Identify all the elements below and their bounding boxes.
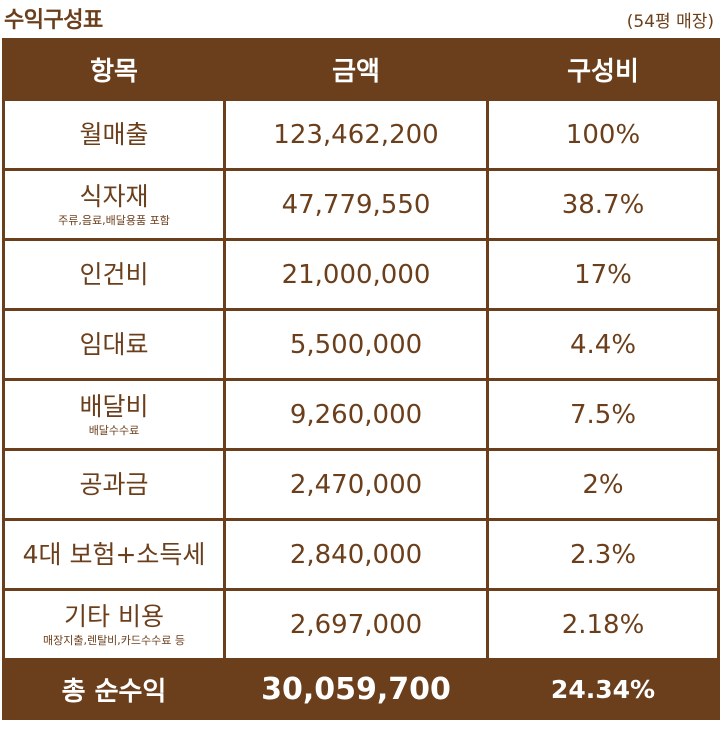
item-label: 월매출 (79, 119, 149, 149)
amount-cell: 47,779,550 (223, 168, 489, 241)
item-cell: 공과금 (2, 448, 226, 521)
item-note: 주류,음료,배달용품 포함 (58, 214, 170, 227)
ratio-cell: 100% (486, 98, 720, 171)
total-label: 총 순수익 (2, 658, 226, 720)
title-bar: 수익구성표 (54평 매장) (0, 0, 722, 36)
ratio-cell: 7.5% (486, 378, 720, 451)
page-title: 수익구성표 (4, 8, 103, 33)
table-row: 임대료 5,500,000 4.4% (2, 308, 720, 381)
ratio-cell: 4.4% (486, 308, 720, 381)
amount-cell: 9,260,000 (223, 378, 489, 451)
item-label: 공과금 (79, 469, 149, 499)
item-cell: 월매출 (2, 98, 226, 171)
item-label: 임대료 (79, 329, 149, 359)
ratio-cell: 17% (486, 238, 720, 311)
amount-cell: 21,000,000 (223, 238, 489, 311)
amount-cell: 123,462,200 (223, 98, 489, 171)
item-note: 배달수수료 (88, 424, 140, 437)
table-row: 4대 보험+소득세 2,840,000 2.3% (2, 518, 720, 591)
item-cell: 임대료 (2, 308, 226, 381)
ratio-cell: 2.18% (486, 588, 720, 661)
amount-cell: 2,697,000 (223, 588, 489, 661)
item-note: 매장지출,렌탈비,카드수수료 등 (42, 634, 186, 647)
table-row: 공과금 2,470,000 2% (2, 448, 720, 521)
store-size-label: (54평 매장) (626, 12, 714, 32)
header-amount: 금액 (223, 38, 489, 101)
amount-cell: 5,500,000 (223, 308, 489, 381)
item-cell: 인건비 (2, 238, 226, 311)
header-item: 항목 (2, 38, 226, 101)
amount-cell: 2,840,000 (223, 518, 489, 591)
total-amount: 30,059,700 (223, 658, 489, 720)
item-cell: 4대 보험+소득세 (2, 518, 226, 591)
amount-cell: 2,470,000 (223, 448, 489, 521)
item-label: 배달비 (79, 392, 149, 421)
header-row: 항목 금액 구성비 (2, 38, 720, 101)
item-label: 기타 비용 (64, 602, 164, 631)
item-label: 식자재 (79, 182, 149, 211)
total-row: 총 순수익 30,059,700 24.34% (2, 658, 720, 720)
header-ratio: 구성비 (486, 38, 720, 101)
total-ratio: 24.34% (486, 658, 720, 720)
table-row: 월매출 123,462,200 100% (2, 98, 720, 171)
ratio-cell: 2% (486, 448, 720, 521)
ratio-cell: 2.3% (486, 518, 720, 591)
item-label: 4대 보험+소득세 (22, 539, 206, 569)
ratio-cell: 38.7% (486, 168, 720, 241)
item-label: 인건비 (79, 259, 149, 289)
table-row: 인건비 21,000,000 17% (2, 238, 720, 311)
